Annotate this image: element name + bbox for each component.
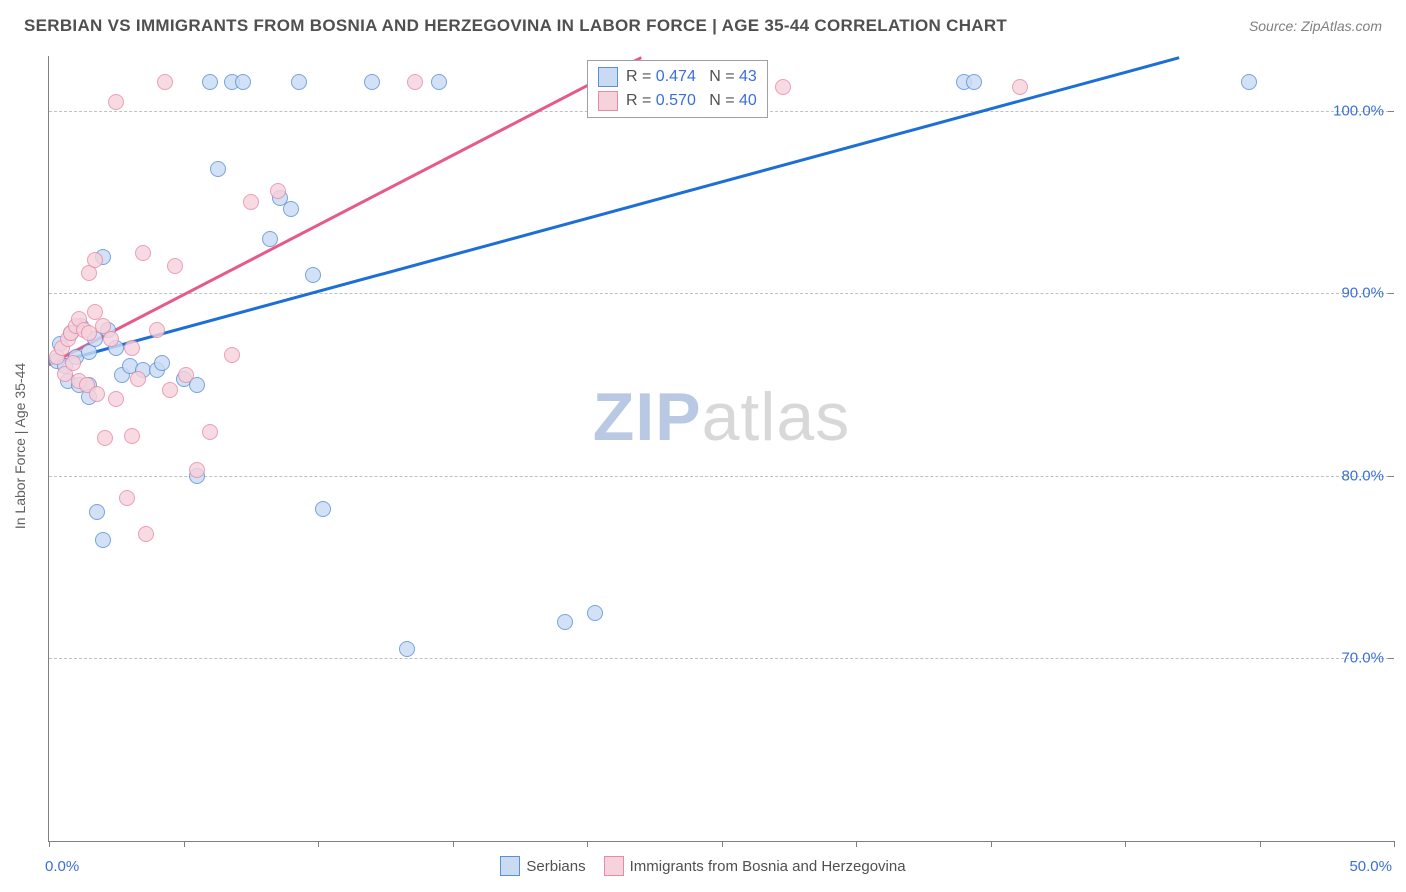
legend-swatch bbox=[604, 856, 624, 876]
data-point bbox=[103, 331, 119, 347]
data-point bbox=[65, 355, 81, 371]
data-point bbox=[154, 355, 170, 371]
data-point bbox=[364, 74, 380, 90]
x-tick-mark bbox=[1260, 841, 1261, 847]
x-tick-mark bbox=[318, 841, 319, 847]
data-point bbox=[1012, 79, 1028, 95]
data-point bbox=[270, 183, 286, 199]
legend-text: R = 0.570 N = 40 bbox=[626, 92, 757, 110]
legend-label: Immigrants from Bosnia and Herzegovina bbox=[630, 858, 906, 875]
y-tick-mark bbox=[1388, 476, 1394, 477]
y-tick-mark bbox=[1388, 658, 1394, 659]
x-tick-mark bbox=[1125, 841, 1126, 847]
legend-label: Serbians bbox=[526, 858, 585, 875]
data-point bbox=[262, 231, 278, 247]
chart-plot-area: ZIPatlas 70.0%80.0%90.0%100.0%0.0%50.0%R… bbox=[48, 56, 1394, 842]
legend-item-bosnia: Immigrants from Bosnia and Herzegovina bbox=[604, 856, 906, 876]
watermark-zip: ZIP bbox=[593, 379, 702, 455]
data-point bbox=[135, 245, 151, 261]
legend-swatch bbox=[500, 856, 520, 876]
data-point bbox=[243, 194, 259, 210]
data-point bbox=[557, 614, 573, 630]
data-point bbox=[202, 424, 218, 440]
y-tick-label: 90.0% bbox=[1341, 285, 1384, 302]
data-point bbox=[305, 267, 321, 283]
legend-bottom: Serbians Immigrants from Bosnia and Herz… bbox=[0, 856, 1406, 876]
data-point bbox=[210, 161, 226, 177]
trend-line bbox=[48, 56, 641, 365]
x-tick-mark bbox=[49, 841, 50, 847]
y-tick-label: 80.0% bbox=[1341, 467, 1384, 484]
y-tick-label: 70.0% bbox=[1341, 650, 1384, 667]
data-point bbox=[178, 367, 194, 383]
legend-swatch bbox=[598, 67, 618, 87]
data-point bbox=[399, 641, 415, 657]
gridline bbox=[49, 476, 1394, 477]
legend-text: R = 0.474 N = 43 bbox=[626, 68, 757, 86]
x-tick-mark bbox=[991, 841, 992, 847]
x-tick-mark bbox=[722, 841, 723, 847]
x-tick-mark bbox=[453, 841, 454, 847]
data-point bbox=[124, 340, 140, 356]
correlation-legend: R = 0.474 N = 43 R = 0.570 N = 40 bbox=[587, 60, 768, 118]
data-point bbox=[775, 79, 791, 95]
chart-title: SERBIAN VS IMMIGRANTS FROM BOSNIA AND HE… bbox=[24, 16, 1007, 36]
gridline bbox=[49, 293, 1394, 294]
data-point bbox=[283, 201, 299, 217]
y-tick-label: 100.0% bbox=[1333, 102, 1384, 119]
y-tick-mark bbox=[1388, 111, 1394, 112]
data-point bbox=[119, 490, 135, 506]
data-point bbox=[87, 304, 103, 320]
data-point bbox=[966, 74, 982, 90]
data-point bbox=[149, 322, 165, 338]
data-point bbox=[108, 94, 124, 110]
data-point bbox=[89, 386, 105, 402]
data-point bbox=[95, 532, 111, 548]
data-point bbox=[87, 252, 103, 268]
data-point bbox=[189, 462, 205, 478]
y-tick-mark bbox=[1388, 293, 1394, 294]
data-point bbox=[157, 74, 173, 90]
y-axis-title: In Labor Force | Age 35-44 bbox=[12, 363, 28, 529]
data-point bbox=[108, 391, 124, 407]
data-point bbox=[291, 74, 307, 90]
x-tick-mark bbox=[587, 841, 588, 847]
data-point bbox=[407, 74, 423, 90]
data-point bbox=[130, 371, 146, 387]
legend-swatch bbox=[598, 91, 618, 111]
x-tick-mark bbox=[1394, 841, 1395, 847]
watermark: ZIPatlas bbox=[593, 378, 850, 456]
data-point bbox=[138, 526, 154, 542]
data-point bbox=[224, 347, 240, 363]
data-point bbox=[431, 74, 447, 90]
data-point bbox=[202, 74, 218, 90]
data-point bbox=[162, 382, 178, 398]
legend-row: R = 0.474 N = 43 bbox=[598, 65, 757, 89]
data-point bbox=[124, 428, 140, 444]
x-tick-mark bbox=[856, 841, 857, 847]
data-point bbox=[97, 430, 113, 446]
source-label: Source: ZipAtlas.com bbox=[1249, 18, 1382, 34]
watermark-atlas: atlas bbox=[702, 379, 851, 455]
data-point bbox=[315, 501, 331, 517]
data-point bbox=[89, 504, 105, 520]
data-point bbox=[167, 258, 183, 274]
data-point bbox=[235, 74, 251, 90]
legend-row: R = 0.570 N = 40 bbox=[598, 89, 757, 113]
x-tick-mark bbox=[184, 841, 185, 847]
gridline bbox=[49, 658, 1394, 659]
data-point bbox=[587, 605, 603, 621]
data-point bbox=[1241, 74, 1257, 90]
legend-item-serbians: Serbians bbox=[500, 856, 585, 876]
